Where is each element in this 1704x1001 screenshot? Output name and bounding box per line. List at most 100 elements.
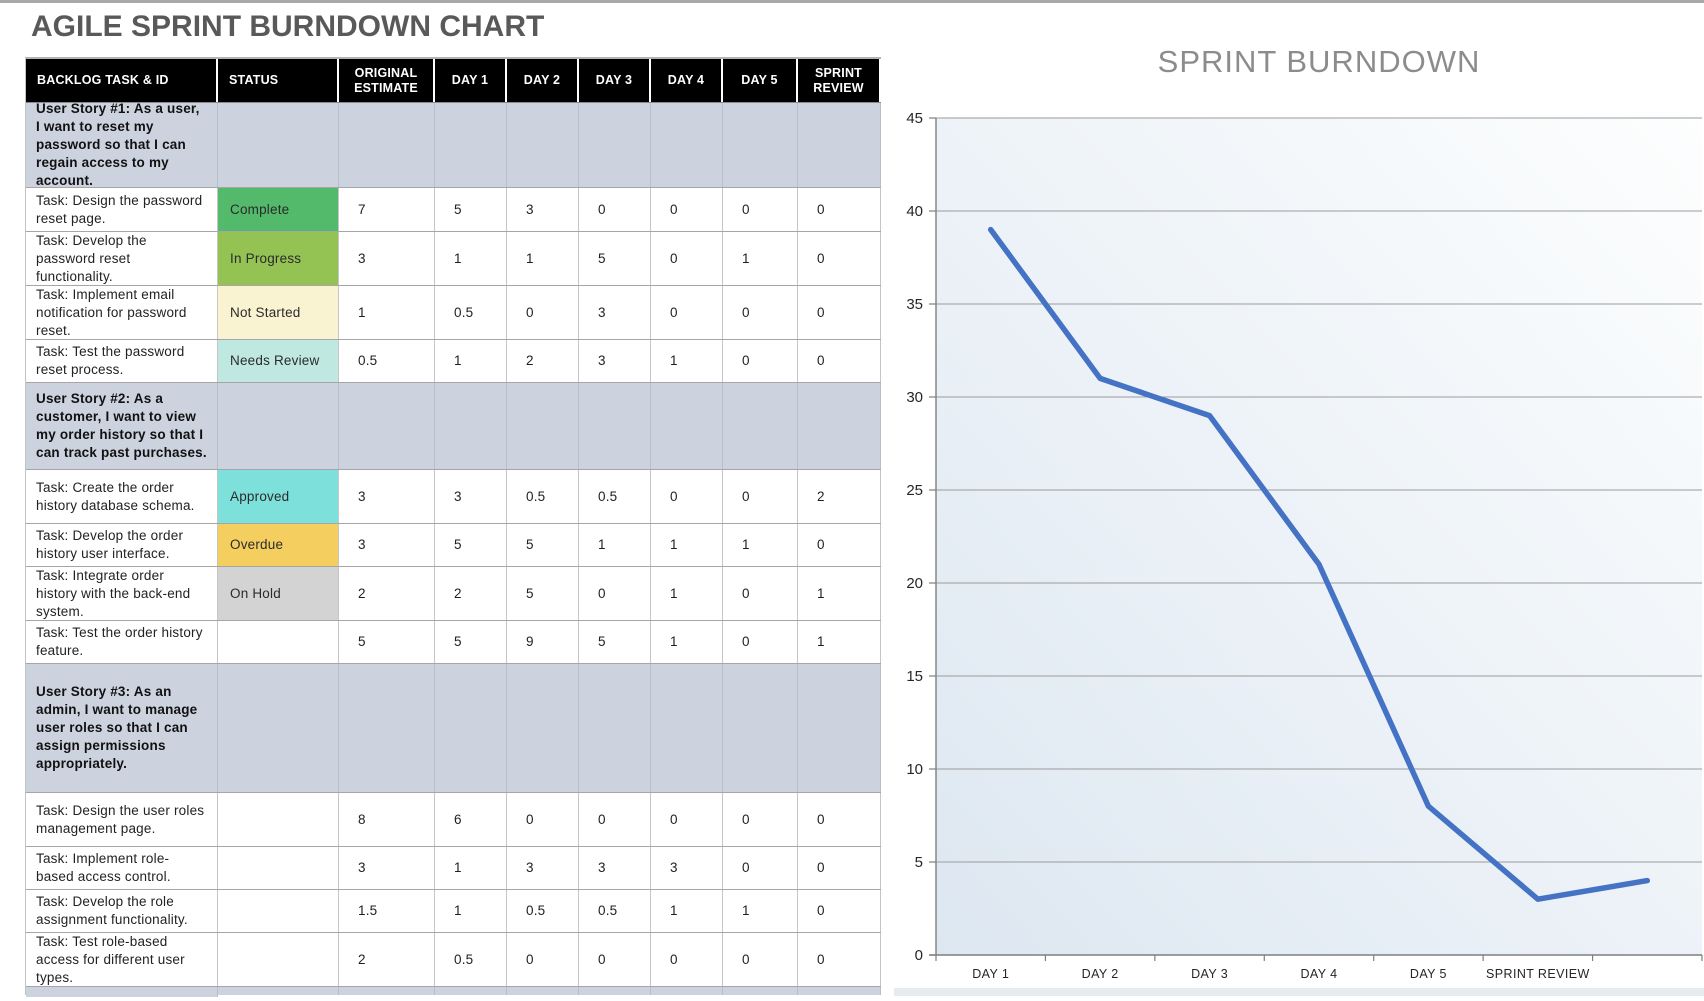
- status-cell[interactable]: On Hold: [218, 567, 339, 620]
- value-cell[interactable]: 3: [507, 847, 579, 889]
- value-cell[interactable]: 2: [507, 340, 579, 382]
- status-cell[interactable]: [218, 621, 339, 663]
- value-cell[interactable]: 1: [339, 286, 435, 339]
- value-cell[interactable]: [339, 664, 435, 792]
- status-cell[interactable]: [218, 987, 339, 995]
- value-cell[interactable]: 0: [579, 188, 651, 231]
- value-cell[interactable]: 0.5: [579, 470, 651, 523]
- value-cell[interactable]: 0: [723, 621, 798, 663]
- value-cell[interactable]: [579, 987, 651, 995]
- value-cell[interactable]: 0.5: [507, 470, 579, 523]
- status-cell[interactable]: Approved: [218, 470, 339, 523]
- value-cell[interactable]: 0: [723, 933, 798, 986]
- task-cell[interactable]: Task: Implement email notification for p…: [26, 286, 218, 339]
- value-cell[interactable]: [507, 664, 579, 792]
- value-cell[interactable]: 0.5: [579, 890, 651, 932]
- value-cell[interactable]: [723, 103, 798, 187]
- value-cell[interactable]: 1: [435, 890, 507, 932]
- task-cell[interactable]: Task: Test role-based access for differe…: [26, 933, 218, 986]
- status-cell[interactable]: Not Started: [218, 286, 339, 339]
- value-cell[interactable]: 0: [579, 793, 651, 846]
- value-cell[interactable]: [651, 664, 723, 792]
- task-cell[interactable]: Task: Test the password reset process.: [26, 340, 218, 382]
- value-cell[interactable]: 1: [651, 524, 723, 566]
- value-cell[interactable]: [798, 664, 881, 792]
- value-cell[interactable]: 0: [723, 793, 798, 846]
- value-cell[interactable]: 1.5: [339, 890, 435, 932]
- value-cell[interactable]: [723, 664, 798, 792]
- value-cell[interactable]: 0: [579, 567, 651, 620]
- value-cell[interactable]: 0.5: [435, 286, 507, 339]
- value-cell[interactable]: 1: [435, 232, 507, 285]
- status-cell[interactable]: [218, 847, 339, 889]
- task-cell[interactable]: User Story #1: As a user, I want to rese…: [26, 103, 218, 187]
- value-cell[interactable]: 0: [723, 340, 798, 382]
- value-cell[interactable]: [723, 383, 798, 469]
- value-cell[interactable]: 0: [723, 470, 798, 523]
- value-cell[interactable]: 0.5: [507, 890, 579, 932]
- status-cell[interactable]: [218, 933, 339, 986]
- value-cell[interactable]: [507, 103, 579, 187]
- value-cell[interactable]: 0: [651, 793, 723, 846]
- value-cell[interactable]: 9: [507, 621, 579, 663]
- value-cell[interactable]: 1: [723, 232, 798, 285]
- value-cell[interactable]: 1: [651, 340, 723, 382]
- value-cell[interactable]: 3: [507, 188, 579, 231]
- task-cell[interactable]: User Story #2: As a customer, I want to …: [26, 383, 218, 469]
- value-cell[interactable]: 1: [723, 890, 798, 932]
- value-cell[interactable]: 1: [798, 621, 881, 663]
- value-cell[interactable]: 0: [507, 933, 579, 986]
- value-cell[interactable]: [435, 103, 507, 187]
- status-cell[interactable]: In Progress: [218, 232, 339, 285]
- value-cell[interactable]: 0: [798, 933, 881, 986]
- task-cell[interactable]: Task: Integrate order history with the b…: [26, 567, 218, 620]
- value-cell[interactable]: 3: [579, 286, 651, 339]
- value-cell[interactable]: 0: [798, 524, 881, 566]
- status-cell[interactable]: [218, 890, 339, 932]
- value-cell[interactable]: 3: [339, 470, 435, 523]
- value-cell[interactable]: 1: [579, 524, 651, 566]
- value-cell[interactable]: [435, 987, 507, 995]
- value-cell[interactable]: 1: [651, 567, 723, 620]
- value-cell[interactable]: 1: [435, 847, 507, 889]
- value-cell[interactable]: 5: [435, 621, 507, 663]
- status-cell[interactable]: Complete: [218, 188, 339, 231]
- value-cell[interactable]: 3: [339, 847, 435, 889]
- value-cell[interactable]: [507, 987, 579, 995]
- value-cell[interactable]: 0: [798, 847, 881, 889]
- value-cell[interactable]: 1: [651, 621, 723, 663]
- value-cell[interactable]: 6: [435, 793, 507, 846]
- task-cell[interactable]: Task: Test the order history feature.: [26, 621, 218, 663]
- value-cell[interactable]: [798, 987, 881, 995]
- value-cell[interactable]: [651, 383, 723, 469]
- value-cell[interactable]: 0: [651, 232, 723, 285]
- status-cell[interactable]: [218, 383, 339, 469]
- value-cell[interactable]: 3: [579, 847, 651, 889]
- value-cell[interactable]: 0: [651, 286, 723, 339]
- value-cell[interactable]: 2: [339, 933, 435, 986]
- task-cell[interactable]: Task: Implement role-based access contro…: [26, 847, 218, 889]
- value-cell[interactable]: 5: [579, 232, 651, 285]
- value-cell[interactable]: 1: [798, 567, 881, 620]
- status-cell[interactable]: Needs Review: [218, 340, 339, 382]
- value-cell[interactable]: 0: [798, 286, 881, 339]
- task-cell[interactable]: Task: Create the order history database …: [26, 470, 218, 523]
- task-cell[interactable]: Task: Develop the role assignment functi…: [26, 890, 218, 932]
- value-cell[interactable]: [579, 103, 651, 187]
- value-cell[interactable]: 8: [339, 793, 435, 846]
- value-cell[interactable]: [435, 664, 507, 792]
- value-cell[interactable]: 5: [339, 621, 435, 663]
- value-cell[interactable]: [798, 383, 881, 469]
- value-cell[interactable]: 0: [723, 188, 798, 231]
- status-cell[interactable]: [218, 103, 339, 187]
- value-cell[interactable]: 2: [339, 567, 435, 620]
- value-cell[interactable]: 0: [507, 793, 579, 846]
- value-cell[interactable]: [579, 383, 651, 469]
- value-cell[interactable]: 0: [798, 188, 881, 231]
- value-cell[interactable]: [435, 383, 507, 469]
- value-cell[interactable]: 5: [435, 524, 507, 566]
- value-cell[interactable]: [651, 103, 723, 187]
- task-cell[interactable]: Task: Develop the order history user int…: [26, 524, 218, 566]
- value-cell[interactable]: 5: [435, 188, 507, 231]
- value-cell[interactable]: [579, 664, 651, 792]
